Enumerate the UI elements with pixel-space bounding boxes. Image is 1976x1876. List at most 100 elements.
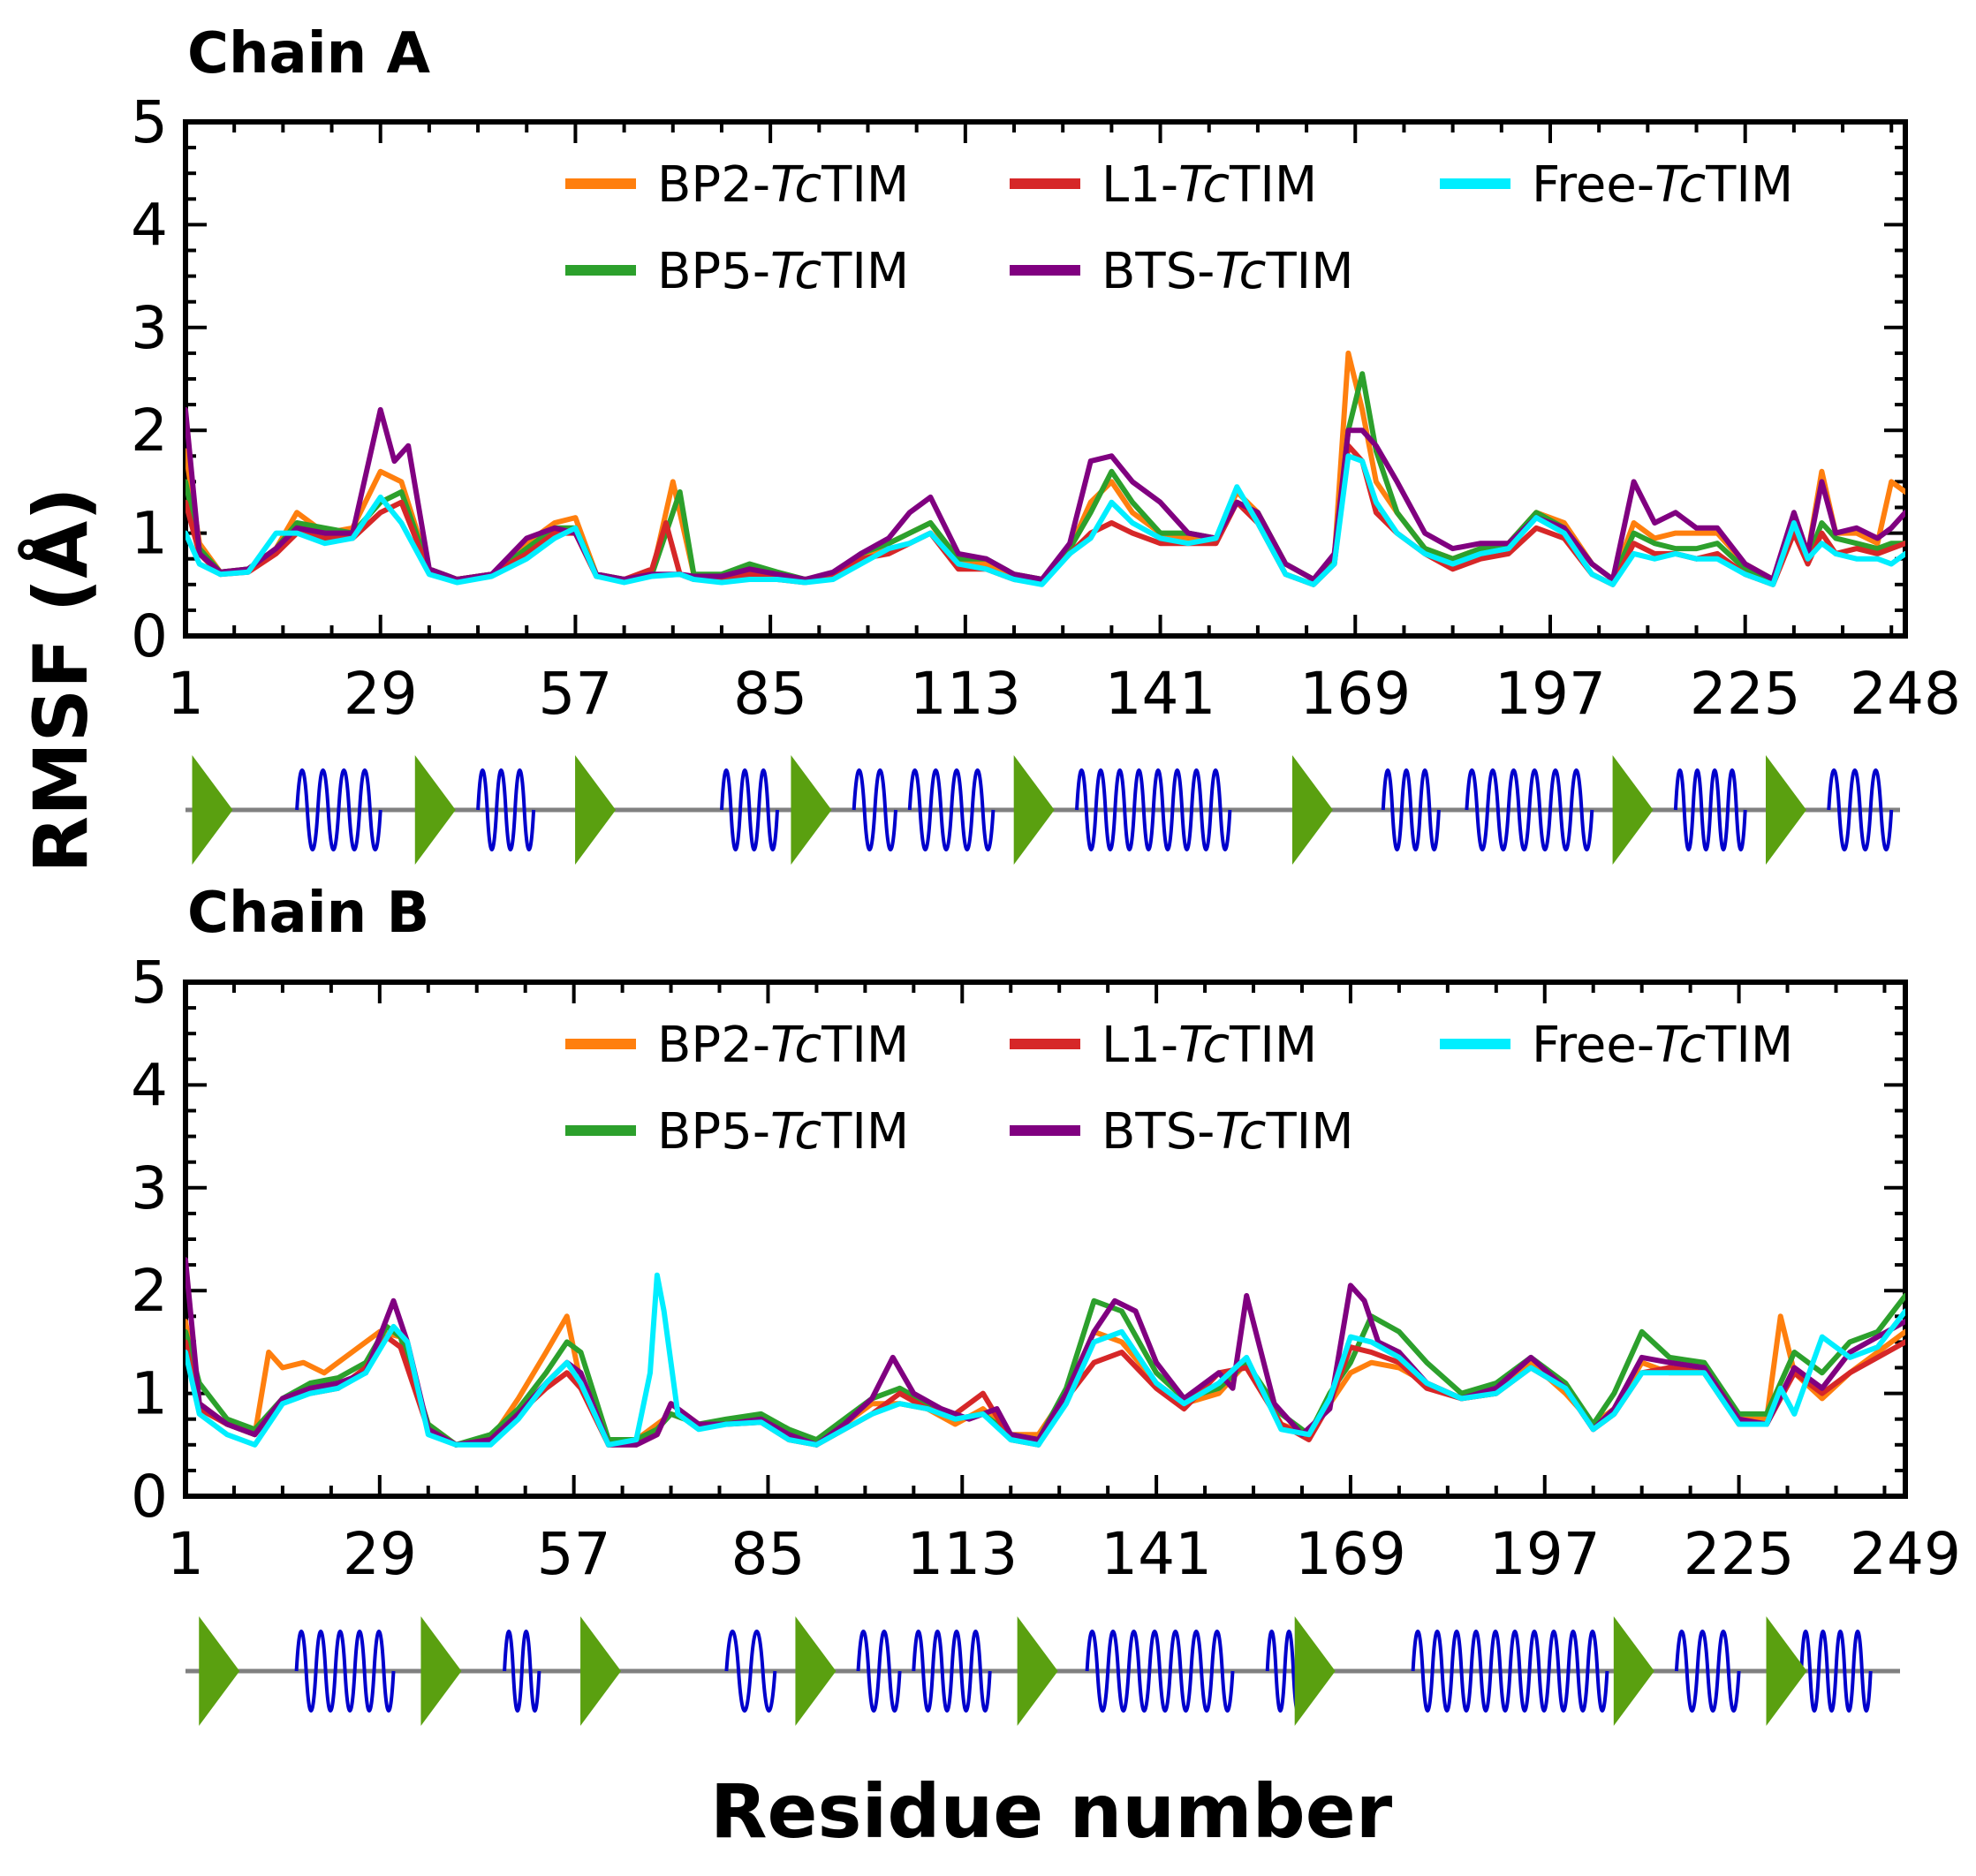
chain-b-x-tick-label: 113: [906, 1520, 1018, 1588]
legend-label-italic: Tc: [770, 1017, 821, 1074]
chain-b-legend-label: BTS-TcTIM: [1102, 1103, 1354, 1161]
chain-b-series-bts-line: [185, 1257, 1905, 1448]
legend-label-suffix: TIM: [1265, 1103, 1353, 1161]
chain-b-strand-arrow: [795, 1616, 837, 1726]
chain-b-strand-arrow: [580, 1616, 622, 1726]
chain-a-x-tick-label: 1: [167, 660, 204, 728]
chain-a-series-bts-line: [185, 406, 1905, 582]
chain-b-y-tick-label: 2: [131, 1257, 168, 1325]
chain-a-helix: [907, 768, 996, 851]
legend-label-suffix: TIM: [1705, 1017, 1793, 1074]
chain-b-legend-item-bp2: BP2-TcTIM: [565, 1017, 909, 1074]
chain-a-x-tick-label: 113: [910, 660, 1021, 728]
chain-b-x-tick-label: 225: [1684, 1520, 1795, 1588]
chain-a-y-tick-label: 5: [131, 88, 168, 156]
legend-label-suffix: TIM: [1265, 243, 1353, 300]
chain-b-legend-item-l1: L1-TcTIM: [1010, 1017, 1317, 1074]
chain-a-strand-arrow: [1612, 755, 1654, 865]
chain-b-x-tick-label: 85: [731, 1520, 805, 1588]
chain-b-series-group: [185, 1257, 1905, 1448]
chain-a-helix: [1827, 768, 1894, 851]
chain-a-helix: [1075, 768, 1232, 851]
chain-b-secondary-structure: [185, 1616, 1900, 1726]
legend-label-prefix: BP2-: [657, 156, 770, 214]
chain-b-helix: [856, 1630, 902, 1713]
chain-b-helix: [1085, 1630, 1235, 1713]
legend-label-italic: Tc: [1178, 1017, 1230, 1074]
chain-b-legend-item-bp5: BP5-TcTIM: [565, 1103, 909, 1161]
chain-b-y-tick-label: 1: [131, 1360, 168, 1428]
chain-a-strand-arrow: [192, 755, 233, 865]
legend-label-italic: Tc: [1215, 1103, 1266, 1161]
chain-a-x-tick-label: 197: [1495, 660, 1606, 728]
legend-label-prefix: BP5-: [657, 243, 770, 300]
legend-label-prefix: BP2-: [657, 1017, 770, 1074]
chain-a-helix: [476, 768, 536, 851]
legend-label-suffix: TIM: [1229, 156, 1317, 214]
legend-label-italic: Tc: [1654, 156, 1706, 214]
chain-b-legend-label: Free-TcTIM: [1532, 1017, 1793, 1074]
legend-label-prefix: BTS-: [1102, 243, 1215, 300]
legend-label-italic: Tc: [1215, 243, 1266, 300]
chain-b-helix: [1799, 1630, 1873, 1713]
legend-label-suffix: TIM: [1229, 1017, 1317, 1074]
chain-a-title: Chain A: [187, 21, 431, 87]
chain-a-series-bp2-line: [185, 350, 1905, 582]
chain-b-x-tick-label: 141: [1101, 1520, 1212, 1588]
chain-b-helix: [294, 1630, 396, 1713]
legend-label-prefix: Free-: [1532, 156, 1654, 214]
chain-a-legend-label: BTS-TcTIM: [1102, 243, 1354, 300]
legend-label-prefix: L1-: [1102, 1017, 1178, 1074]
chain-a-strand-arrow: [575, 755, 617, 865]
chain-b-strand-arrow: [1613, 1616, 1654, 1726]
chain-a-helix: [295, 768, 382, 851]
chain-b-helix: [1411, 1630, 1609, 1713]
chain-b-strand-arrow: [1766, 1616, 1807, 1726]
chain-a-helix: [720, 768, 779, 851]
chain-a-y-tick-label: 3: [131, 294, 168, 362]
chain-a-strand-arrow: [791, 755, 832, 865]
legend-label-prefix: Free-: [1532, 1017, 1654, 1074]
chain-b-legend-item-bts: BTS-TcTIM: [1010, 1103, 1354, 1161]
chain-b-x-tick-label: 249: [1850, 1520, 1961, 1588]
chain-a-strand-arrow: [1765, 755, 1806, 865]
chain-a-helix: [1673, 768, 1747, 851]
legend-label-prefix: L1-: [1102, 156, 1178, 214]
chain-b-y-tick-label: 0: [131, 1463, 168, 1531]
x-axis-title: Residue number: [710, 1768, 1393, 1855]
chain-a-helix: [1465, 768, 1594, 851]
legend-label-suffix: TIM: [821, 243, 909, 300]
chain-a-legend-label: L1-TcTIM: [1102, 156, 1317, 214]
chain-b-strand-arrow: [420, 1616, 462, 1726]
chain-a-legend-item-bp2: BP2-TcTIM: [565, 156, 909, 214]
chain-b-x-tick-label: 57: [537, 1520, 611, 1588]
chain-a-legend-label: Free-TcTIM: [1532, 156, 1793, 214]
y-axis-title: RMSF (Å): [18, 487, 104, 873]
chain-a-x-tick-label: 85: [733, 660, 807, 728]
legend-label-italic: Tc: [1654, 1017, 1706, 1074]
legend-label-suffix: TIM: [821, 1103, 909, 1161]
chain-a-x-tick-label: 29: [344, 660, 418, 728]
chain-a-legend-item-bp5: BP5-TcTIM: [565, 243, 909, 300]
chain-a-secondary-structure: [185, 755, 1900, 865]
chain-a-x-tick-label: 248: [1850, 660, 1961, 728]
chain-b-legend-label: L1-TcTIM: [1102, 1017, 1317, 1074]
chain-b-title: Chain B: [187, 881, 429, 946]
chain-b-strand-arrow: [199, 1616, 240, 1726]
chain-b-x-tick-label: 197: [1489, 1520, 1601, 1588]
chain-b-legend-item-free: Free-TcTIM: [1440, 1017, 1793, 1074]
chain-a-y-tick-label: 4: [131, 191, 168, 259]
chain-a-x-tick-label: 169: [1299, 660, 1411, 728]
chain-b-x-tick-label: 169: [1295, 1520, 1406, 1588]
legend-label-prefix: BTS-: [1102, 1103, 1215, 1161]
legend-label-suffix: TIM: [821, 156, 909, 214]
chain-a-x-tick-label: 141: [1105, 660, 1216, 728]
chain-b-y-tick-label: 5: [131, 949, 168, 1017]
chain-a-y-tick-label: 1: [131, 500, 168, 568]
chain-b-legend-label: BP5-TcTIM: [657, 1103, 909, 1161]
